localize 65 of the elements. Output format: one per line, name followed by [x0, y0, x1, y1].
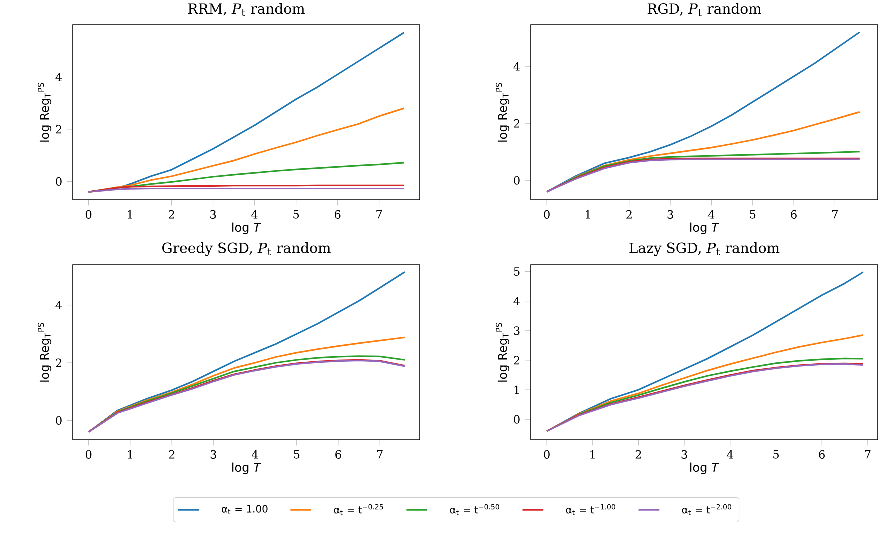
x-tick-label: 5 [294, 450, 300, 459]
y-tick-label: 5 [514, 268, 520, 276]
x-tick-label: 6 [334, 210, 341, 219]
x-tick-label: 2 [636, 450, 642, 459]
line-series [546, 111, 861, 193]
y-tick-label: 4 [514, 62, 520, 71]
x-axis-title: log T [232, 222, 262, 234]
x-tick-label: 3 [210, 450, 216, 459]
x-tick-label: 7 [376, 210, 382, 219]
x-tick-label: 2 [169, 450, 175, 459]
x-tick-label: 7 [377, 450, 383, 459]
x-tick-label: 7 [865, 450, 871, 459]
y-axis-title: log Reg$_{T}$PS [38, 83, 52, 142]
x-axis-title: log T [690, 222, 720, 234]
x-axis-title: log T [232, 462, 262, 474]
x-tick-label: 5 [750, 210, 756, 219]
y-tick-label: 0 [514, 176, 520, 185]
y-tick-label: 4 [514, 297, 520, 306]
x-axis-title: log T [690, 462, 720, 474]
y-tick-label: 4 [56, 73, 62, 82]
y-tick-label: 3 [514, 326, 520, 336]
x-tick-label: 0 [544, 450, 550, 459]
x-tick-label: 1 [586, 210, 590, 219]
y-axis-title: log Reg$_{T}$PS [38, 323, 52, 382]
x-tick-label: 5 [774, 450, 779, 459]
x-tick-label: 4 [727, 450, 734, 459]
x-tick-label: 5 [294, 210, 300, 219]
chart-title: Lazy SGD, P$_{t}$ random [630, 242, 780, 256]
legend-label: α$_{t}$ = t$^{−0.25}$ [334, 504, 384, 516]
x-tick-label: 4 [708, 210, 715, 219]
x-tick-label: 7 [832, 210, 838, 219]
y-tick-label: 2 [56, 358, 62, 368]
y-axis-title: log Reg$_{T}$PS [496, 323, 510, 382]
x-tick-label: 3 [210, 210, 216, 219]
y-tick-label: 0 [56, 416, 62, 425]
x-tick-label: 1 [128, 210, 132, 219]
y-tick-label: 2 [56, 125, 62, 134]
x-tick-label: 1 [590, 450, 595, 459]
x-tick-label: 0 [544, 210, 550, 219]
y-tick-label: 0 [514, 415, 520, 424]
x-tick-label: 6 [791, 210, 797, 219]
x-tick-label: 0 [86, 450, 92, 459]
y-tick-label: 2 [514, 119, 520, 128]
y-tick-label: 0 [56, 177, 62, 186]
legend-label: α$_{t}$ = t$^{−1.00}$ [566, 504, 616, 516]
y-tick-label: 2 [514, 356, 520, 365]
legend-label: α$_{t}$ = t$^{−2.00}$ [682, 504, 732, 516]
x-tick-label: 1 [128, 450, 132, 459]
x-tick-label: 3 [682, 450, 688, 459]
legend-label: α$_{t}$ = 1.00 [222, 505, 268, 514]
x-tick-label: 4 [252, 450, 258, 459]
x-tick-label: 6 [336, 450, 342, 459]
x-tick-label: 3 [668, 210, 674, 219]
y-axis-title: log Reg$_{T}$PS [496, 83, 510, 142]
x-tick-label: 0 [86, 210, 92, 219]
legend-label: α$_{t}$ = t$^{−0.50}$ [450, 504, 500, 516]
x-tick-label: 6 [819, 450, 825, 459]
x-tick-label: 2 [626, 210, 632, 219]
y-tick-label: 4 [56, 301, 62, 310]
chart-title: RRM, P$_{t}$ random [188, 3, 305, 16]
y-tick-label: 1 [514, 386, 519, 394]
x-tick-label: 4 [252, 210, 258, 219]
x-tick-label: 2 [168, 210, 174, 219]
chart-title: Greedy SGD, P$_{t}$ random [162, 242, 331, 256]
chart-title: RGD, P$_{t}$ random [648, 3, 762, 16]
